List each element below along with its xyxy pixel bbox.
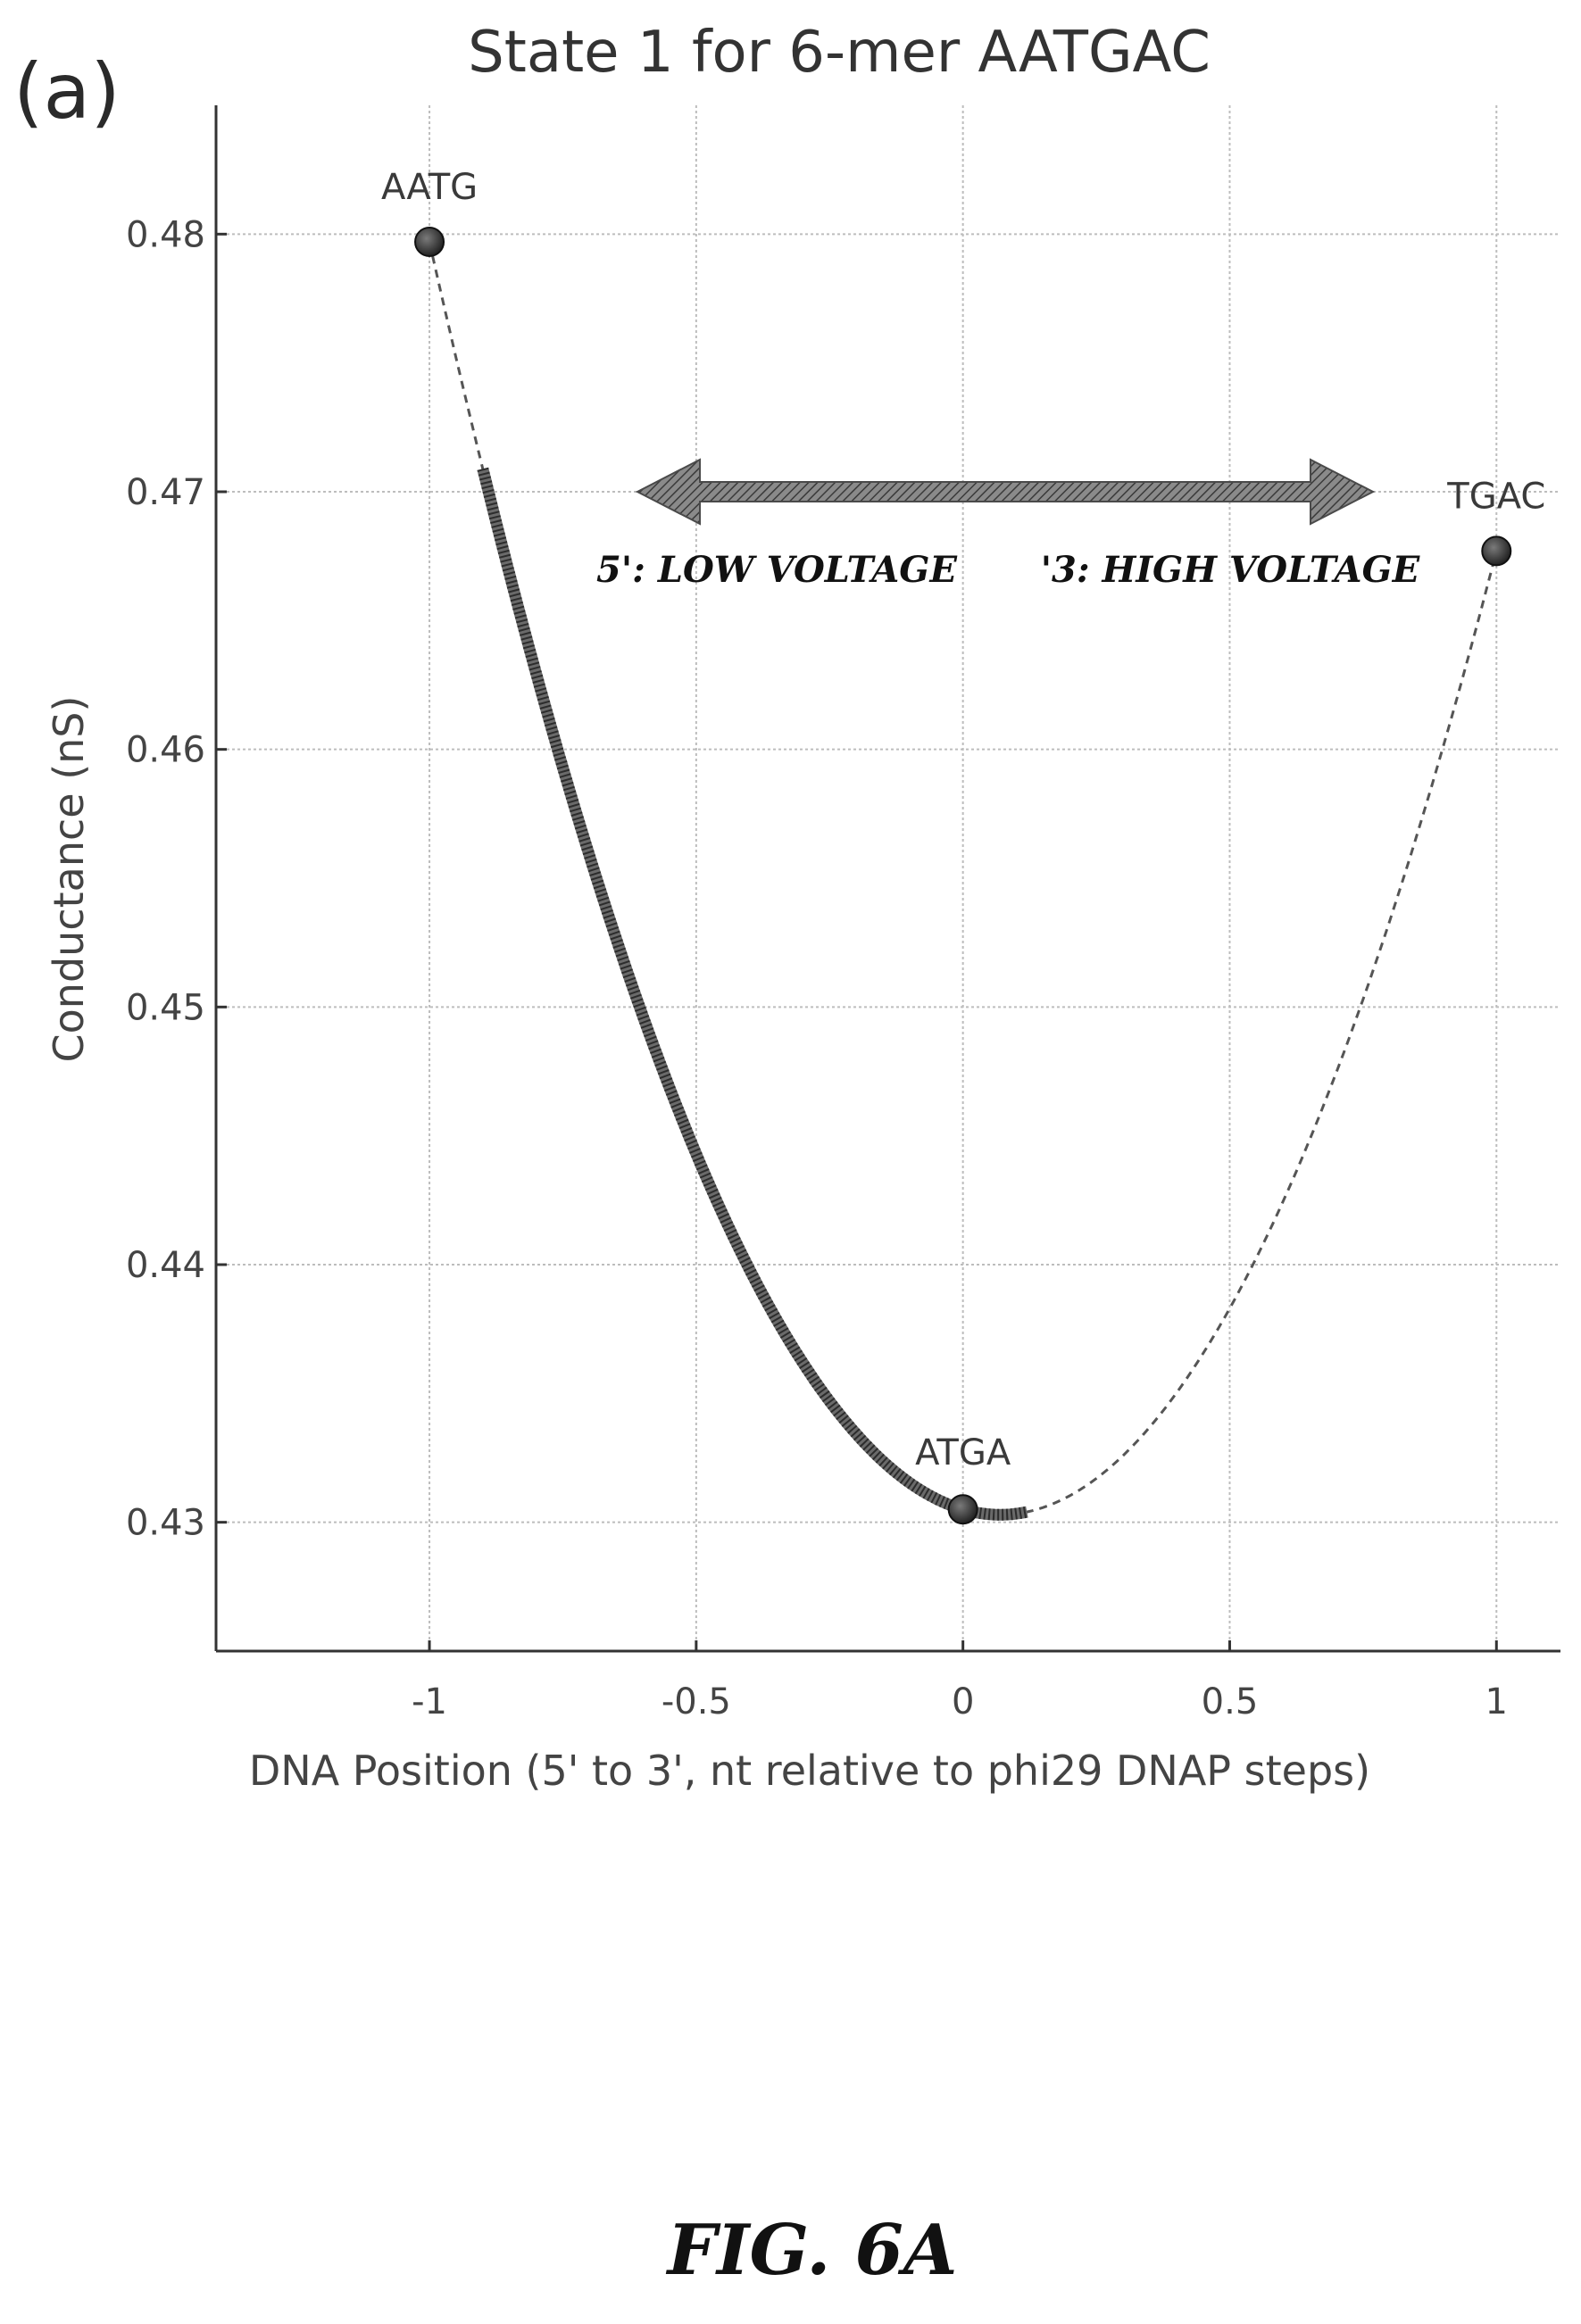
y-axis-label: Conductance (nS) [45,696,93,1063]
annotation-low-voltage: 5': LOW VOLTAGE [596,549,957,591]
y-tick-label: 0.45 [126,987,205,1028]
y-axis: 0.43 0.44 0.45 0.46 0.47 0.48 [126,214,227,1544]
data-point-tgac [1481,535,1512,567]
x-axis-label: DNA Position (5' to 3', nt relative to p… [249,1747,1370,1795]
point-label-tgac: TGAC [1446,476,1545,517]
double-arrow-shape [635,458,1376,526]
annotation-high-voltage: '3: HIGH VOLTAGE [1041,549,1420,591]
y-tick-label: 0.46 [126,730,205,771]
data-markers [414,226,1512,1525]
x-tick-label: 1 [1485,1681,1508,1722]
x-tick-label: 0.5 [1202,1681,1259,1722]
data-point-atga [947,1494,978,1525]
plot-frame [214,105,1560,1653]
fit-curve-highlight-texture [477,467,1028,1521]
y-tick-label: 0.47 [126,472,205,513]
x-axis: -1 -0.5 0 0.5 1 [412,1640,1508,1722]
y-tick-label: 0.44 [126,1245,205,1286]
figure-caption: FIG. 6A [666,2210,958,2291]
y-tick-label: 0.48 [126,214,205,255]
grid [216,105,1560,1651]
voltage-direction-arrow [635,458,1376,526]
data-series [428,241,1498,1521]
data-point-aatg [414,226,445,257]
fit-curve-highlight [477,467,1028,1521]
x-tick-label: -1 [412,1681,447,1722]
point-label-atga: ATGA [915,1432,1011,1473]
x-tick-label: 0 [952,1681,974,1722]
chart-title: State 1 for 6-mer AATGAC [468,20,1211,86]
x-tick-label: -0.5 [662,1681,731,1722]
panel-label: (a) [13,47,121,137]
point-labels: AATG ATGA TGAC [381,167,1545,1473]
y-tick-label: 0.43 [126,1503,205,1544]
point-label-aatg: AATG [381,167,478,208]
